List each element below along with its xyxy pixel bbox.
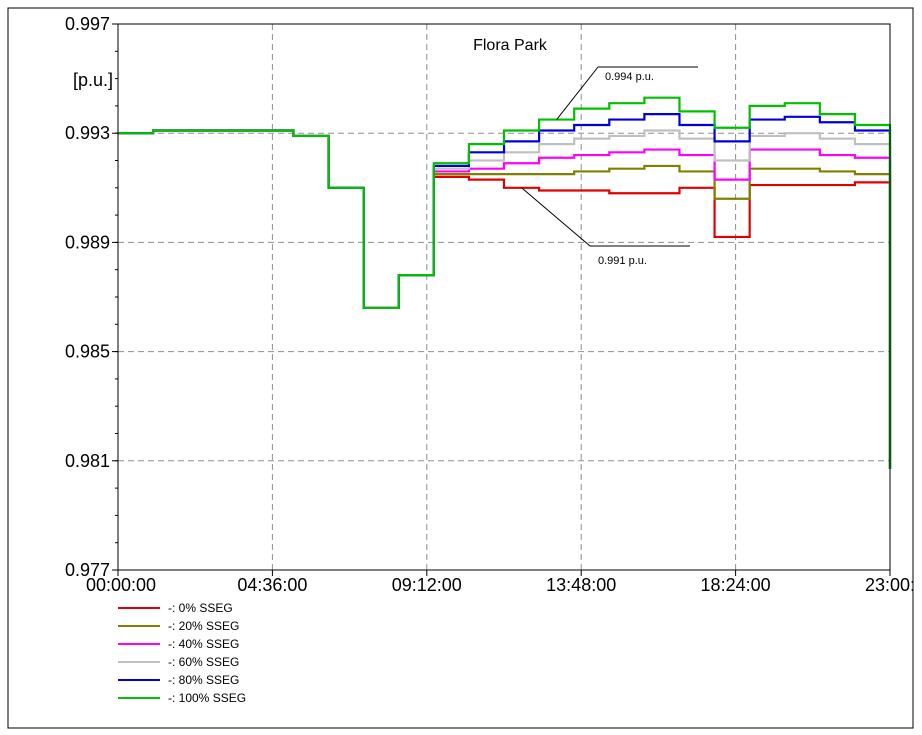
x-tick-label: 09:12:00 <box>392 575 462 595</box>
legend-label: -: 100% SSEG <box>168 691 246 705</box>
axes: 00:00:00 04:36:00 09:12:00 13:48:00 18:24:00… <box>65 14 915 595</box>
x-tick-label: 04:36:00 <box>237 575 307 595</box>
y-tick-label: 0.981 <box>65 451 110 471</box>
x-tick-label: 23:00: <box>865 575 915 595</box>
y-tick-label: 0.989 <box>65 232 110 252</box>
legend-label: -: 40% SSEG <box>168 637 239 651</box>
legend-label: -: 80% SSEG <box>168 673 239 687</box>
x-tick-label: 18:24:00 <box>701 575 771 595</box>
grid <box>118 24 890 570</box>
y-tick-label: 0.977 <box>65 560 110 580</box>
plot-area <box>118 24 890 570</box>
annotation-label: 0.991 p.u. <box>598 255 647 267</box>
annotation-layer: 0.994 p.u. 0.991 p.u. <box>521 66 698 267</box>
y-tick-label: 0.985 <box>65 342 110 362</box>
x-tick-label: 00:00:00 <box>86 575 156 595</box>
y-tick-label: 0.993 <box>65 123 110 143</box>
annotation-label: 0.994 p.u. <box>605 71 654 83</box>
legend: -: 0% SSEG -: 20% SSEG -: 40% SSEG -: 60% S… <box>118 601 246 705</box>
legend-label: -: 60% SSEG <box>168 655 239 669</box>
chart-title: Flora Park <box>473 37 548 54</box>
annotation-leader <box>556 66 599 120</box>
x-tick-label: 13:48:00 <box>546 575 616 595</box>
y-axis-label: [p.u.] <box>73 70 113 90</box>
annotation-leader <box>521 187 591 247</box>
legend-label: -: 0% SSEG <box>168 601 233 615</box>
y-tick-label: 0.997 <box>65 14 110 34</box>
legend-label: -: 20% SSEG <box>168 619 239 633</box>
